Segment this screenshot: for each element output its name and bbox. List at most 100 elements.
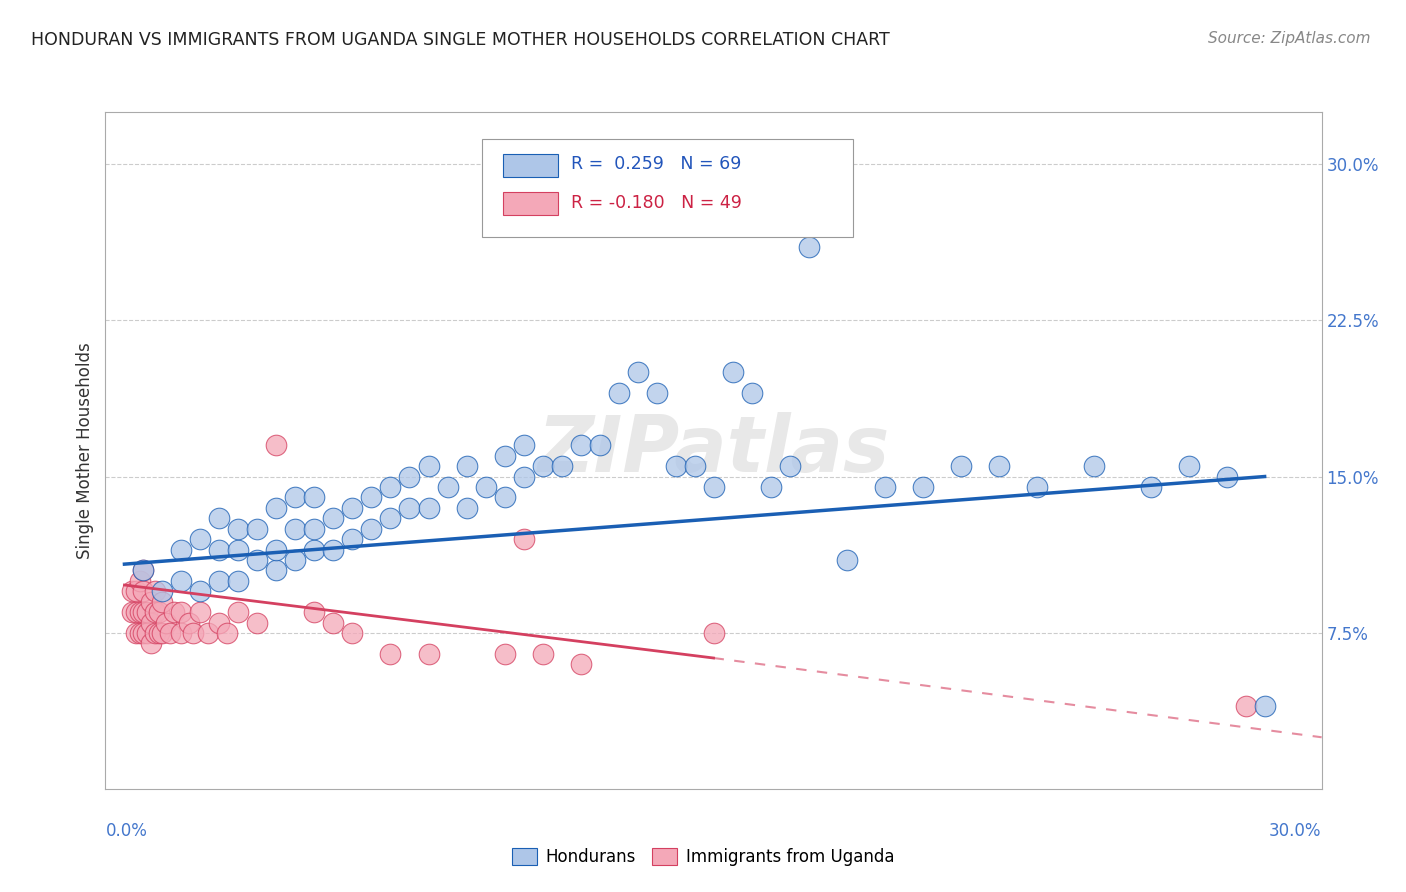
Point	[797, 240, 820, 254]
Point	[702, 626, 725, 640]
Point	[246, 522, 269, 536]
Y-axis label: Single Mother Households: Single Mother Households	[76, 343, 94, 558]
Point	[125, 605, 148, 619]
Point	[531, 459, 554, 474]
Point	[143, 584, 166, 599]
Point	[569, 657, 592, 672]
Point	[228, 605, 250, 619]
Point	[569, 438, 592, 452]
Point	[139, 595, 162, 609]
Point	[125, 626, 148, 640]
Point	[380, 511, 402, 525]
Point	[148, 605, 170, 619]
Point	[284, 491, 307, 505]
Point	[132, 584, 155, 599]
Point	[266, 500, 288, 515]
Point	[177, 615, 200, 630]
Point	[266, 542, 288, 557]
Point	[304, 605, 326, 619]
Point	[1139, 480, 1161, 494]
Point	[304, 542, 326, 557]
Point	[512, 532, 534, 546]
Point	[170, 542, 193, 557]
Point	[125, 584, 148, 599]
Point	[284, 553, 307, 567]
Point	[418, 500, 440, 515]
Point	[550, 459, 572, 474]
Point	[342, 500, 364, 515]
Point	[418, 647, 440, 661]
Point	[266, 438, 288, 452]
Point	[190, 532, 212, 546]
Point	[121, 605, 143, 619]
Point	[398, 500, 420, 515]
Point	[139, 636, 162, 650]
Point	[1083, 459, 1105, 474]
Point	[607, 386, 630, 401]
Point	[208, 511, 231, 525]
Text: R =  0.259   N = 69: R = 0.259 N = 69	[571, 155, 741, 173]
FancyBboxPatch shape	[482, 138, 853, 237]
Point	[304, 491, 326, 505]
Point	[987, 459, 1010, 474]
Point	[163, 605, 186, 619]
Point	[645, 386, 668, 401]
Point	[494, 647, 516, 661]
Point	[512, 438, 534, 452]
Point	[228, 522, 250, 536]
Point	[1234, 698, 1257, 713]
Point	[132, 563, 155, 577]
Point	[456, 459, 478, 474]
Point	[322, 542, 344, 557]
Point	[322, 615, 344, 630]
Bar	[503, 192, 558, 215]
Text: ZIPatlas: ZIPatlas	[537, 412, 890, 489]
Point	[228, 542, 250, 557]
Point	[702, 480, 725, 494]
Point	[143, 626, 166, 640]
Point	[664, 459, 686, 474]
Point	[155, 615, 177, 630]
Point	[170, 626, 193, 640]
Point	[152, 584, 174, 599]
Point	[266, 563, 288, 577]
Point	[342, 532, 364, 546]
Point	[136, 626, 159, 640]
Point	[911, 480, 934, 494]
Point	[759, 480, 782, 494]
Point	[360, 522, 382, 536]
Bar	[503, 154, 558, 178]
Point	[494, 449, 516, 463]
Point	[181, 626, 204, 640]
Point	[132, 563, 155, 577]
Point	[246, 615, 269, 630]
Point	[342, 626, 364, 640]
Point	[1025, 480, 1047, 494]
Point	[208, 574, 231, 588]
Point	[949, 459, 972, 474]
Point	[531, 647, 554, 661]
Point	[136, 605, 159, 619]
Point	[139, 615, 162, 630]
Point	[683, 459, 706, 474]
Point	[626, 365, 648, 379]
Text: Source: ZipAtlas.com: Source: ZipAtlas.com	[1208, 31, 1371, 46]
Point	[143, 605, 166, 619]
Point	[721, 365, 744, 379]
Point	[360, 491, 382, 505]
Point	[170, 574, 193, 588]
Point	[380, 480, 402, 494]
Point	[835, 553, 858, 567]
Point	[190, 584, 212, 599]
Point	[284, 522, 307, 536]
Legend: Hondurans, Immigrants from Uganda: Hondurans, Immigrants from Uganda	[505, 841, 901, 873]
Point	[512, 469, 534, 483]
Point	[217, 626, 239, 640]
Point	[128, 605, 150, 619]
Point	[494, 491, 516, 505]
Point	[741, 386, 763, 401]
Point	[1215, 469, 1237, 483]
Point	[398, 469, 420, 483]
Point	[779, 459, 801, 474]
Point	[132, 605, 155, 619]
